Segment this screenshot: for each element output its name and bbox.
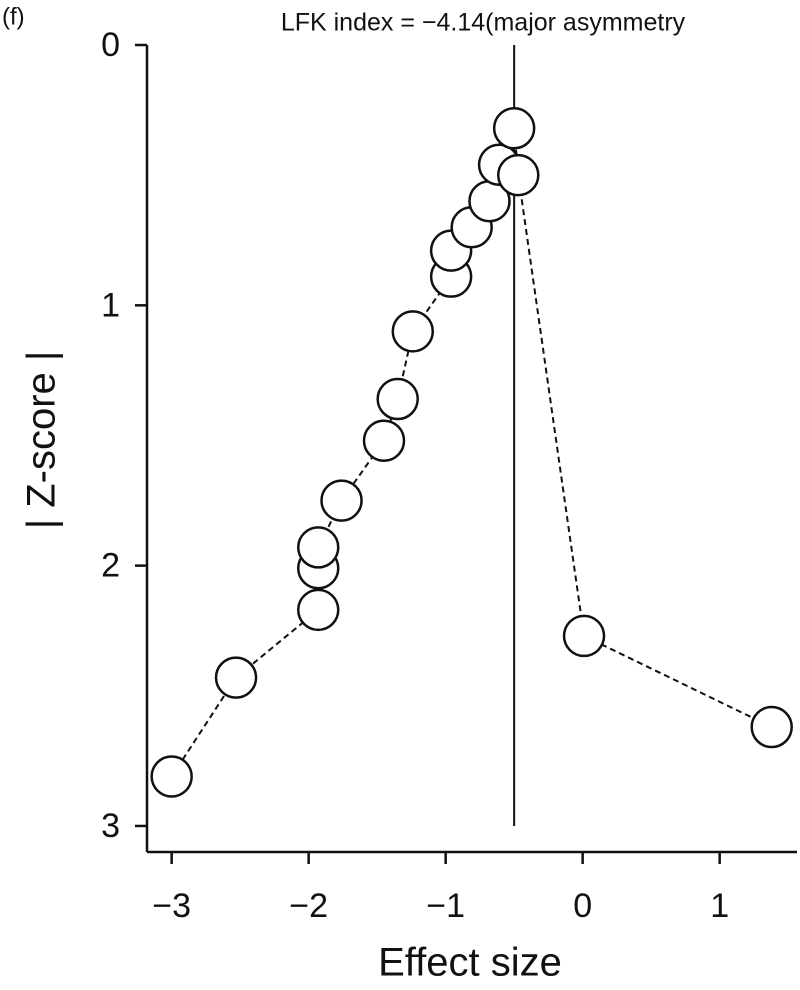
point: [497, 153, 540, 197]
x-tick-label: 1: [710, 887, 729, 925]
point: [296, 588, 340, 632]
point: [362, 419, 406, 462]
y-tick-label: 2: [101, 547, 120, 585]
y-tick-label: 3: [101, 807, 120, 845]
point: [320, 479, 363, 522]
x-tick-label: 0: [573, 887, 592, 925]
point: [562, 614, 606, 658]
point: [492, 107, 536, 150]
point: [391, 310, 435, 353]
point: [750, 705, 793, 749]
x-tick-label: −3: [152, 887, 191, 925]
point: [214, 656, 258, 699]
chart-title: LFK index = −4.14(major asymmetry: [281, 9, 686, 37]
y-axis-label: | Z-score |: [20, 351, 64, 530]
x-tick-label: −2: [289, 887, 328, 925]
point: [376, 377, 419, 421]
point: [296, 526, 340, 569]
y-tick-label: 0: [101, 26, 120, 64]
point: [150, 755, 193, 798]
x-axis-label: Effect size: [378, 941, 562, 985]
x-tick-label: −1: [426, 887, 465, 925]
y-tick-label: 1: [101, 286, 120, 324]
panel-label: (f): [2, 3, 25, 30]
